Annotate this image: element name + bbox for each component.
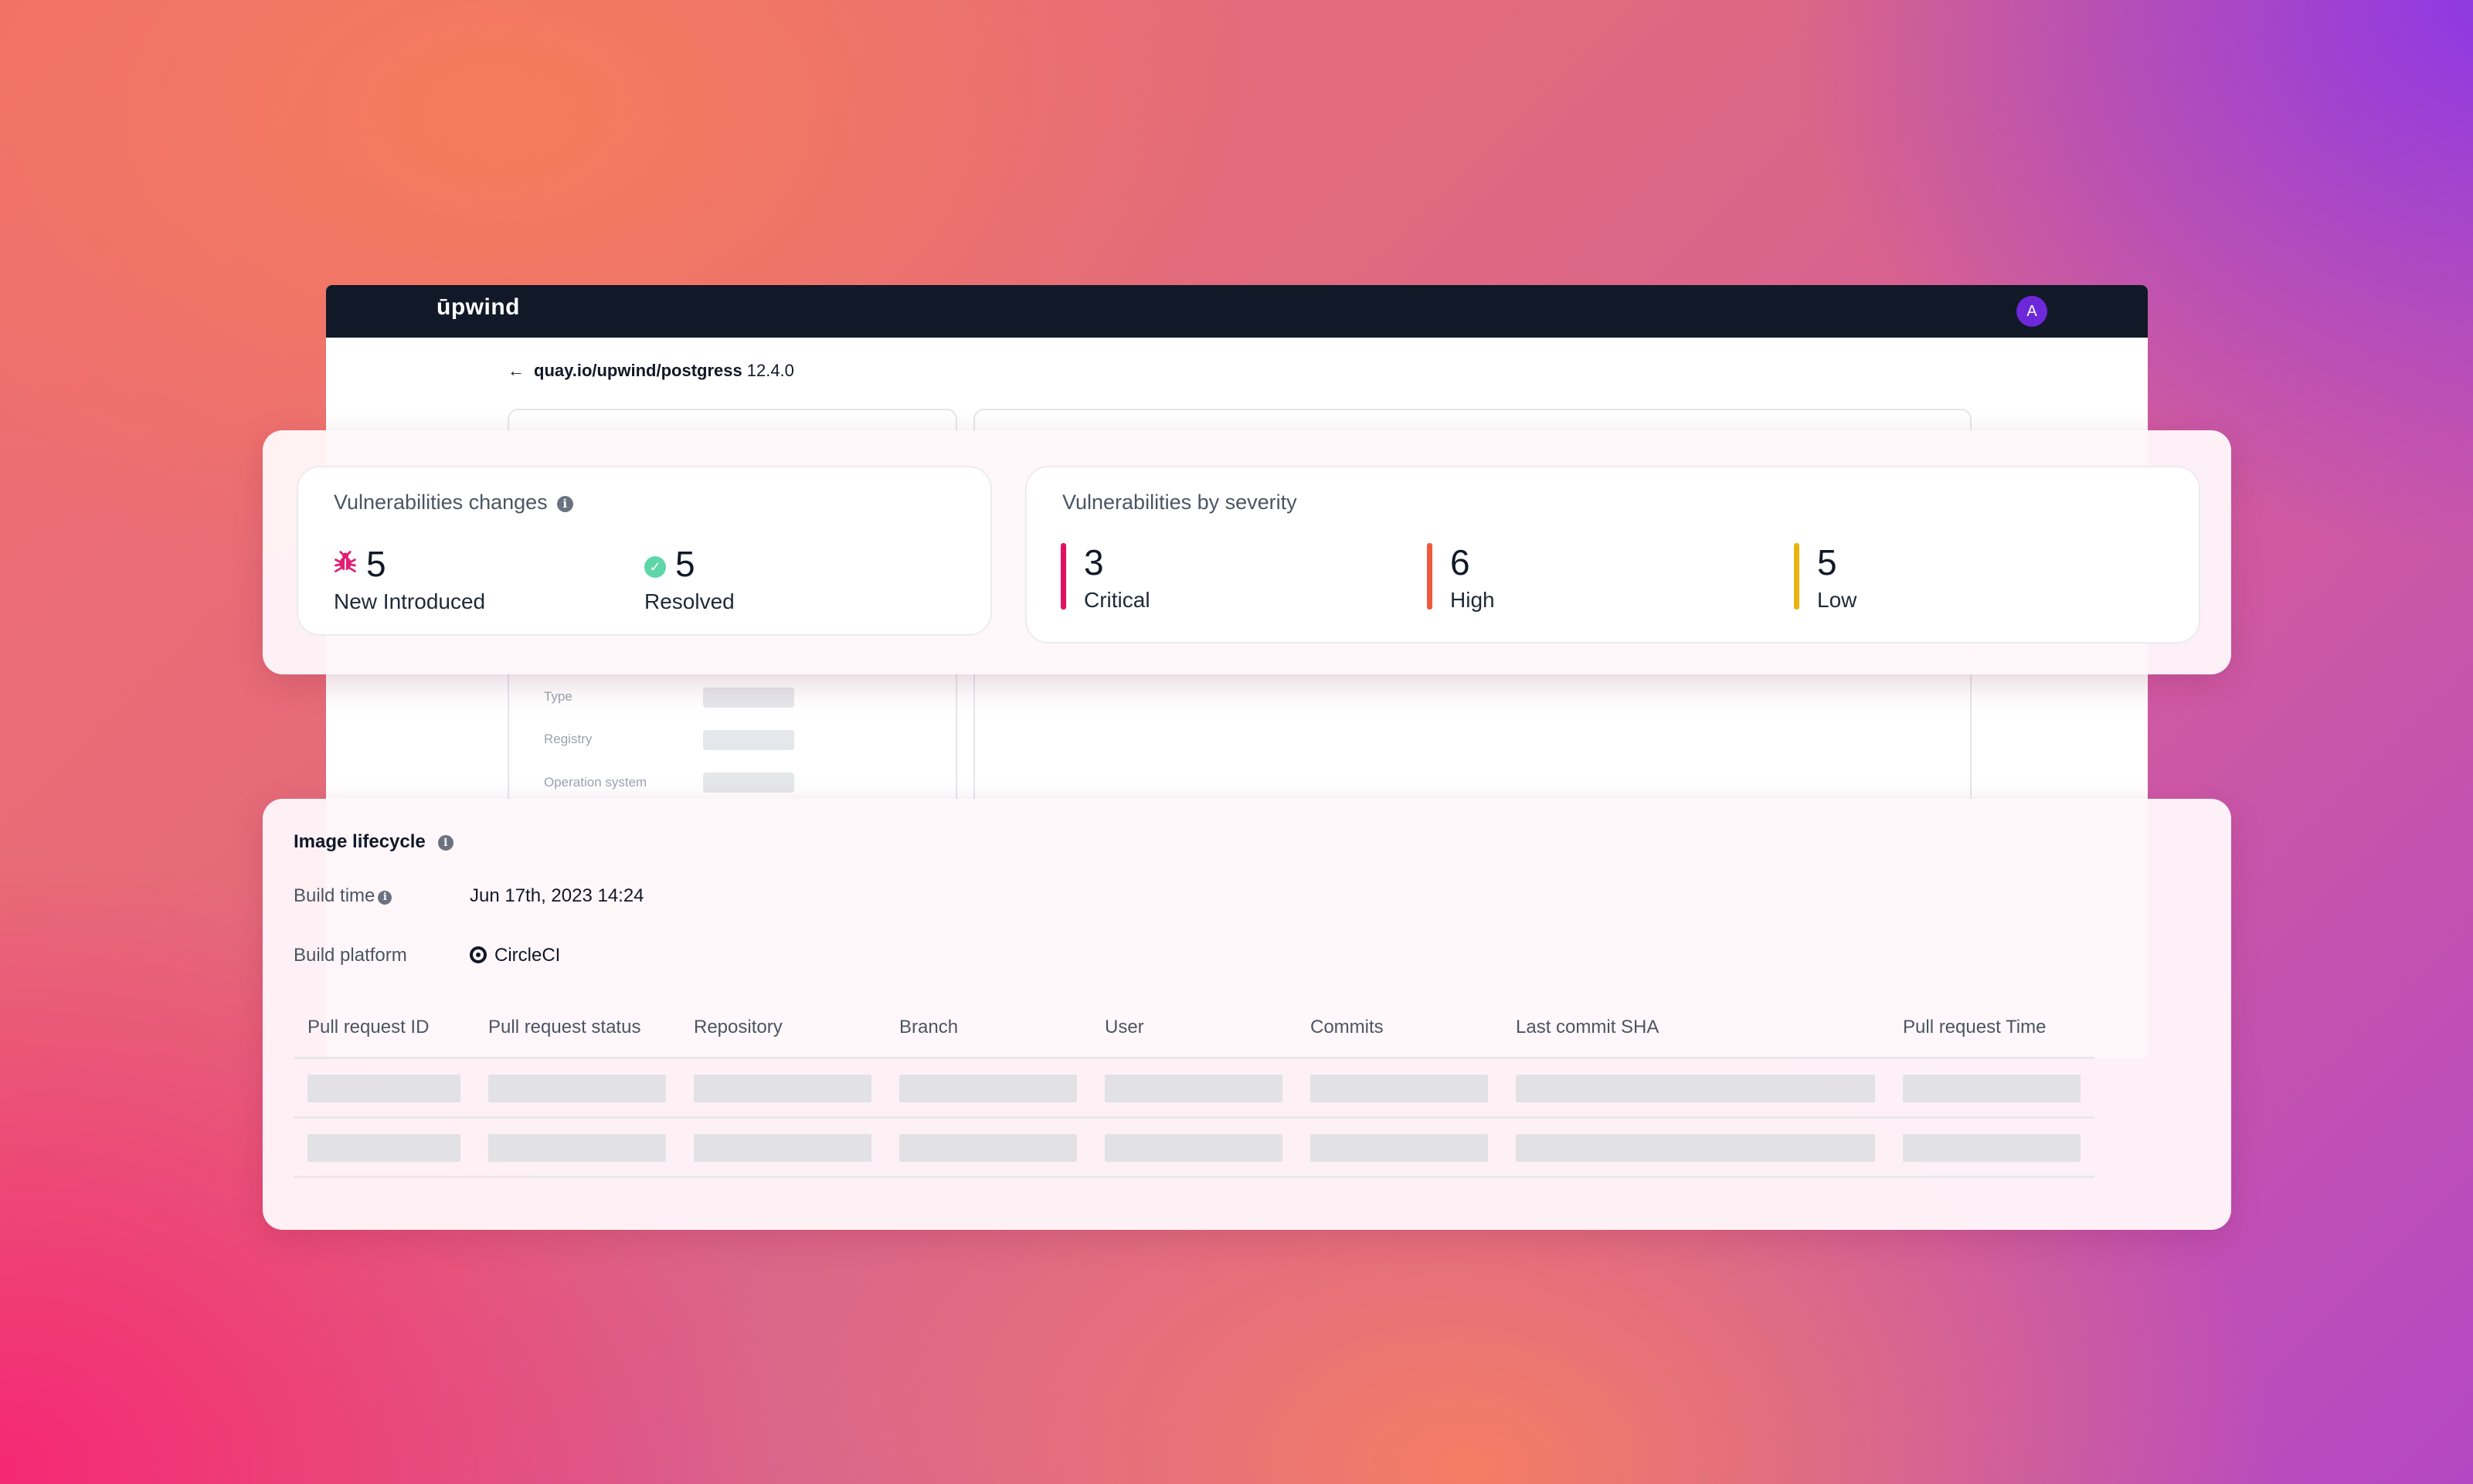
detail-value-placeholder bbox=[703, 688, 794, 708]
table-cell bbox=[1296, 1117, 1502, 1178]
column-header[interactable]: Last commit SHA bbox=[1502, 1017, 1889, 1059]
info-icon[interactable]: i bbox=[437, 835, 453, 851]
section-title-text: Image lifecycle bbox=[294, 831, 426, 852]
table-header-row: Pull request ID Pull request status Repo… bbox=[294, 1017, 2094, 1059]
severity-critical[interactable]: 3 Critical bbox=[1061, 542, 1150, 613]
severity-label: High bbox=[1450, 588, 1495, 612]
loading-placeholder bbox=[1516, 1134, 1875, 1162]
loading-placeholder bbox=[899, 1134, 1077, 1162]
image-version: 12.4.0 bbox=[746, 361, 794, 380]
loading-placeholder bbox=[1105, 1134, 1282, 1162]
loading-placeholder bbox=[1903, 1075, 2081, 1102]
table-cell bbox=[1502, 1058, 1889, 1119]
column-header[interactable]: Commits bbox=[1296, 1017, 1502, 1059]
breadcrumb: ← quay.io/upwind/postgress 12.4.0 bbox=[508, 361, 794, 381]
table-cell bbox=[885, 1058, 1091, 1119]
vulnerabilities-by-severity-card: Vulnerabilities by severity 3 Critical 6… bbox=[1025, 466, 2200, 644]
detail-label-type: Type bbox=[544, 689, 572, 704]
severity-bar bbox=[1427, 543, 1432, 610]
bug-icon bbox=[335, 551, 356, 572]
loading-placeholder bbox=[1903, 1134, 2081, 1162]
loading-placeholder bbox=[1516, 1075, 1875, 1102]
column-header[interactable]: Pull request status bbox=[474, 1017, 680, 1059]
severity-label: Critical bbox=[1084, 588, 1150, 612]
loading-placeholder bbox=[488, 1134, 666, 1162]
new-introduced-label: New Introduced bbox=[334, 589, 486, 613]
table-cell bbox=[1889, 1058, 2094, 1119]
table-cell bbox=[680, 1117, 885, 1178]
column-header[interactable]: Pull request ID bbox=[294, 1017, 474, 1059]
resolved-value: 5 bbox=[675, 544, 695, 584]
image-lifecycle-panel: Image lifecycle i Build time i Jun 17th, 2… bbox=[263, 799, 2231, 1230]
severity-bar bbox=[1794, 543, 1799, 610]
table-cell bbox=[1889, 1117, 2094, 1178]
circleci-icon bbox=[470, 946, 487, 963]
loading-placeholder bbox=[307, 1075, 460, 1102]
table-cell bbox=[1296, 1058, 1502, 1119]
resolved-stat: ✓ 5 Resolved bbox=[644, 543, 735, 614]
build-platform-label: Build platform bbox=[294, 945, 407, 966]
loading-placeholder bbox=[1105, 1075, 1282, 1102]
table-row[interactable] bbox=[294, 1058, 2094, 1119]
upwind-logo[interactable]: ūpwind bbox=[437, 294, 520, 320]
column-header[interactable]: Repository bbox=[680, 1017, 885, 1059]
loading-placeholder bbox=[307, 1134, 460, 1162]
severity-label: Low bbox=[1817, 588, 1857, 612]
loading-placeholder bbox=[1310, 1075, 1488, 1102]
build-platform-value: CircleCI bbox=[470, 945, 560, 966]
image-path: quay.io/upwind/postgress bbox=[534, 361, 742, 380]
info-icon[interactable]: i bbox=[378, 891, 392, 905]
build-platform-text: CircleCI bbox=[494, 945, 561, 966]
table-cell bbox=[1091, 1058, 1296, 1119]
table-row[interactable] bbox=[294, 1117, 2094, 1178]
table-cell bbox=[1502, 1117, 1889, 1178]
severity-bar bbox=[1061, 543, 1066, 610]
table-cell bbox=[885, 1117, 1091, 1178]
top-navbar: ūpwind A bbox=[326, 285, 2148, 338]
card-title: Vulnerabilities by severity bbox=[1062, 491, 1297, 514]
severity-high[interactable]: 6 High bbox=[1427, 542, 1495, 613]
loading-placeholder bbox=[488, 1075, 666, 1102]
detail-label-os: Operation system bbox=[544, 775, 647, 790]
table-cell bbox=[474, 1058, 680, 1119]
resolved-label: Resolved bbox=[644, 589, 735, 613]
severity-value: 6 bbox=[1450, 542, 1470, 582]
detail-value-placeholder bbox=[703, 773, 794, 793]
table-cell bbox=[474, 1117, 680, 1178]
severity-value: 3 bbox=[1084, 542, 1104, 582]
section-title: Image lifecycle i bbox=[294, 831, 453, 853]
new-introduced-value: 5 bbox=[366, 544, 386, 584]
table-cell bbox=[294, 1117, 474, 1178]
new-introduced-stat: 5 New Introduced bbox=[334, 543, 485, 614]
info-icon[interactable]: i bbox=[556, 496, 573, 512]
loading-placeholder bbox=[694, 1075, 871, 1102]
pull-requests-table: Pull request ID Pull request status Repo… bbox=[294, 1017, 2094, 1178]
detail-label-registry: Registry bbox=[544, 732, 593, 746]
detail-value-placeholder bbox=[703, 730, 794, 750]
table-cell bbox=[294, 1058, 474, 1119]
user-avatar[interactable]: A bbox=[2016, 296, 2047, 327]
loading-placeholder bbox=[899, 1075, 1077, 1102]
card-title: Vulnerabilities changes i bbox=[334, 491, 573, 514]
table-cell bbox=[1091, 1117, 1296, 1178]
build-time-value: Jun 17th, 2023 14:24 bbox=[470, 885, 644, 906]
column-header[interactable]: User bbox=[1091, 1017, 1296, 1059]
check-circle-icon: ✓ bbox=[644, 556, 666, 578]
card-title-text: Vulnerabilities changes bbox=[334, 491, 548, 514]
column-header[interactable]: Branch bbox=[885, 1017, 1091, 1059]
build-time-label-text: Build time bbox=[294, 885, 375, 906]
severity-low[interactable]: 5 Low bbox=[1794, 542, 1856, 613]
loading-placeholder bbox=[694, 1134, 871, 1162]
vulnerabilities-panel: Vulnerabilities changes i 5 New Introduce… bbox=[263, 430, 2231, 674]
loading-placeholder bbox=[1310, 1134, 1488, 1162]
column-header[interactable]: Pull request Time bbox=[1889, 1017, 2094, 1059]
back-arrow-icon[interactable]: ← bbox=[508, 361, 525, 380]
vulnerabilities-changes-card: Vulnerabilities changes i 5 New Introduce… bbox=[297, 466, 992, 636]
table-cell bbox=[680, 1058, 885, 1119]
severity-value: 5 bbox=[1817, 542, 1837, 582]
build-time-label: Build time i bbox=[294, 885, 392, 907]
